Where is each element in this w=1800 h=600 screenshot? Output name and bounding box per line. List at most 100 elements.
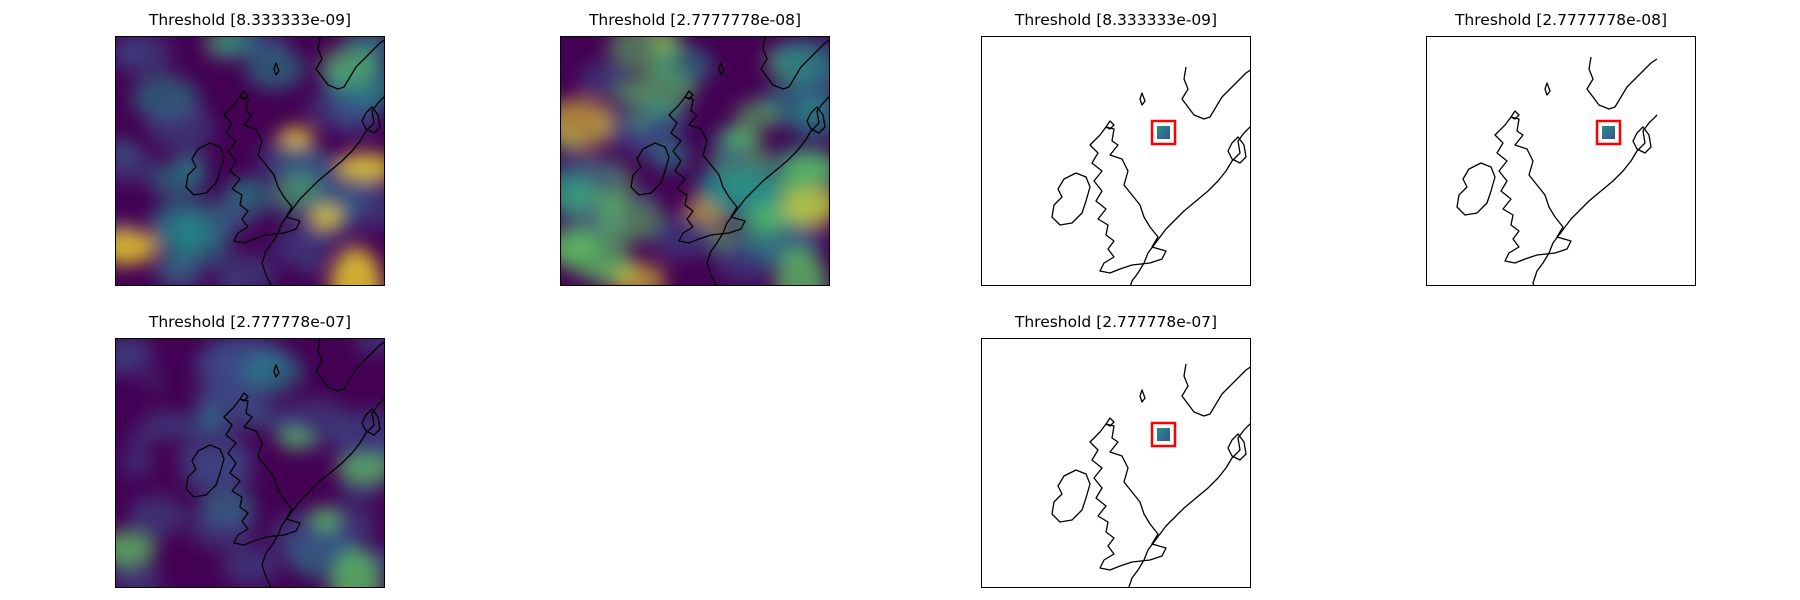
denmark-coastline: [1227, 433, 1247, 461]
coastline-map-svg: [1427, 37, 1695, 285]
field-blob: [278, 127, 314, 147]
panel-title: Threshold [8.333333e-09]: [1014, 11, 1218, 29]
norway-coastline: [760, 37, 829, 90]
precipitation-field: [116, 37, 384, 285]
continental-coastline: [1129, 126, 1250, 285]
field-blob: [333, 95, 373, 124]
coastlines: [1051, 363, 1250, 587]
field-blob: [775, 247, 827, 285]
ireland-coastline: [185, 444, 225, 498]
denmark-coastline: [806, 106, 826, 134]
threshold-panel: Threshold [2.7777778e-08]: [560, 11, 830, 286]
shetland-islands: [1544, 82, 1551, 96]
field-blob: [177, 429, 254, 483]
field-blob: [216, 253, 277, 285]
field-blob: [278, 429, 314, 449]
coastline-map: [981, 338, 1251, 588]
field-blob: [310, 205, 342, 229]
ireland-coastline: [1456, 162, 1496, 216]
field-blob: [142, 373, 163, 388]
coastlines: [630, 37, 829, 285]
field-blob: [118, 40, 145, 59]
field-blob: [116, 531, 156, 567]
field-blob: [330, 247, 382, 285]
field-blob: [354, 339, 384, 355]
field-blob: [210, 37, 261, 58]
field-blob: [650, 214, 715, 259]
field-blob: [214, 206, 255, 234]
field-blob: [116, 339, 155, 376]
ireland-coastline: [630, 142, 670, 196]
continental-coastline: [261, 96, 384, 285]
field-blob: [231, 181, 254, 198]
field-blob: [633, 67, 696, 112]
orkney-islands: [239, 392, 249, 402]
field-blob: [116, 564, 162, 587]
coastline-map-svg: [982, 37, 1250, 285]
threshold-panel: Threshold [2.777778e-07]: [115, 313, 385, 588]
precipitation-field-map: [115, 338, 385, 588]
coastline-map-svg: [982, 339, 1250, 587]
field-blob: [116, 146, 156, 184]
field-blob: [196, 409, 226, 430]
continental-coastline: [706, 96, 829, 285]
field-blob: [319, 46, 379, 87]
highlight-box: [1150, 421, 1177, 448]
field-blob: [217, 278, 240, 285]
orkney-islands: [1105, 120, 1115, 130]
shetland-islands: [273, 364, 280, 378]
shetland-islands: [1139, 389, 1146, 403]
field-blob: [221, 545, 280, 586]
field-blob: [561, 98, 615, 149]
orkney-islands: [239, 90, 249, 100]
great-britain-coastline: [1494, 116, 1572, 264]
field-blob: [310, 507, 342, 531]
field-blob: [613, 262, 666, 285]
field-blob: [734, 100, 780, 132]
threshold-panel: Threshold [2.7777778e-08]: [1426, 11, 1696, 286]
coastline-map: [981, 36, 1251, 286]
orkney-islands: [1510, 110, 1520, 120]
field-blob: [116, 229, 156, 265]
field-blob: [755, 205, 787, 229]
field-blob: [612, 80, 648, 106]
field-blob: [142, 409, 186, 441]
precipitation-field: [561, 37, 829, 285]
ireland-coastline: [1051, 172, 1091, 226]
denmark-coastline: [1632, 126, 1652, 154]
field-blob: [120, 452, 154, 476]
panel-title: Threshold [2.777778e-07]: [148, 313, 352, 331]
orkney-islands: [684, 90, 694, 100]
field-blob: [162, 262, 207, 285]
coastlines: [1051, 66, 1250, 285]
field-blob: [261, 408, 300, 436]
field-blob: [244, 47, 306, 91]
field-map-svg: [116, 37, 384, 285]
denmark-coastline: [361, 408, 381, 436]
threshold-panel: Threshold [8.333333e-09]: [981, 11, 1251, 286]
great-britain-coastline: [1089, 126, 1167, 274]
norway-coastline: [1586, 56, 1658, 110]
field-blob: [596, 196, 664, 244]
highlight-box: [1595, 119, 1622, 146]
coastlines: [185, 37, 384, 285]
field-blob: [608, 37, 683, 73]
field-blob: [284, 184, 309, 202]
field-blob: [148, 104, 216, 152]
field-blob: [626, 111, 650, 128]
panel-title: Threshold [8.333333e-09]: [148, 11, 352, 29]
coastline-map: [1426, 36, 1696, 286]
precipitation-field: [116, 339, 384, 587]
continental-coastline: [1532, 114, 1658, 285]
great-britain-coastline: [223, 96, 301, 244]
threshold-panel: Threshold [2.777778e-07]: [981, 313, 1251, 588]
norway-coastline: [1181, 363, 1250, 417]
field-blob: [648, 140, 693, 172]
highlight-box: [1150, 119, 1177, 146]
selected-cell: [1602, 126, 1615, 139]
field-blob: [773, 38, 829, 89]
selected-cell: [1157, 428, 1170, 441]
panel-title: Threshold [2.7777778e-08]: [1454, 11, 1668, 29]
continental-coastline: [261, 398, 384, 587]
field-blob: [781, 187, 829, 228]
